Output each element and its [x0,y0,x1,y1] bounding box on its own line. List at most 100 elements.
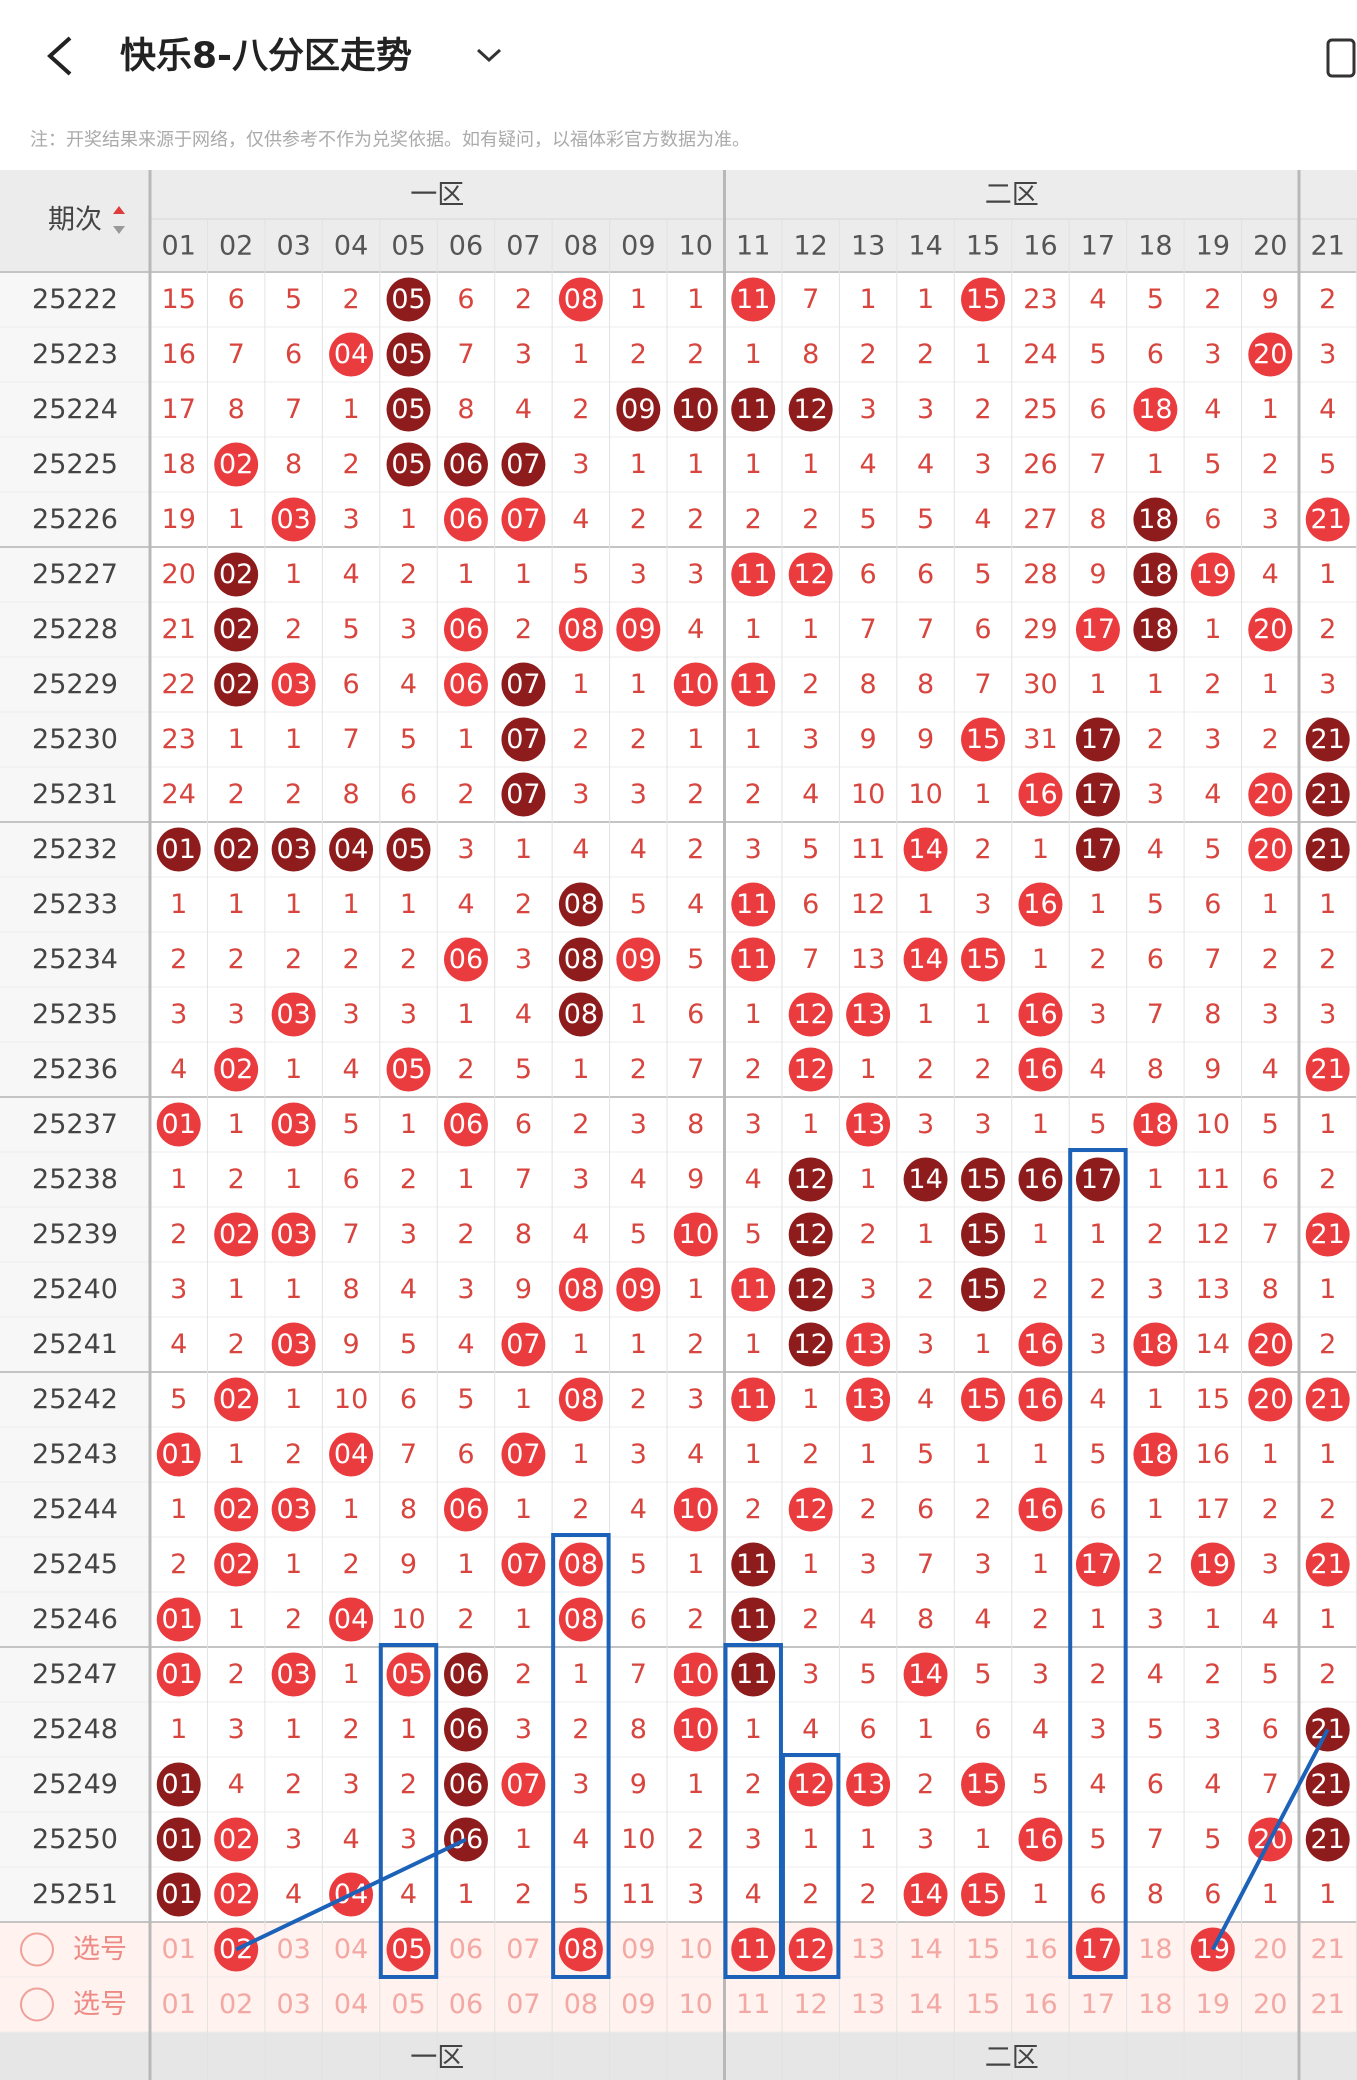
hit-ball [558,1377,603,1422]
miss-count[interactable]: 13 [851,1934,885,1965]
hit-ball-repeat [443,1707,488,1752]
miss-count: 6 [687,999,704,1030]
miss-count[interactable]: 07 [506,1934,540,1965]
miss-count: 8 [1204,999,1221,1030]
miss-count[interactable]: 05 [391,1989,425,2020]
miss-count[interactable]: 08 [564,1989,598,2020]
table-header-bg [0,170,1357,272]
miss-count: 2 [630,1054,647,1085]
miss-count: 7 [802,944,819,975]
period: 25239 [32,1219,118,1250]
miss-count[interactable]: 01 [162,1989,196,2020]
miss-count: 1 [400,504,417,535]
ball-number[interactable]: 05 [391,1934,425,1965]
miss-count[interactable]: 14 [908,1989,942,2020]
miss-count[interactable]: 04 [334,1989,368,2020]
miss-count[interactable]: 11 [736,1989,770,2020]
miss-count[interactable]: 14 [908,1934,942,1965]
back-button[interactable] [47,36,72,76]
miss-count[interactable]: 12 [793,1989,827,2020]
miss-count[interactable]: 03 [276,1989,310,2020]
hit-ball [1133,1102,1178,1147]
miss-count[interactable]: 06 [449,1989,483,2020]
miss-count[interactable]: 17 [1081,1989,1115,2020]
miss-count: 2 [1204,1659,1221,1690]
miss-count: 3 [974,1549,991,1580]
ball-number: 04 [334,834,368,865]
miss-count[interactable]: 02 [219,1989,253,2020]
miss-count[interactable]: 21 [1311,1934,1345,1965]
hit-ball[interactable] [731,1927,776,1972]
ball-number: 16 [1023,889,1057,920]
hit-ball [214,442,259,487]
miss-count: 1 [1147,1494,1164,1525]
miss-count[interactable]: 10 [679,1934,713,1965]
column-label: 12 [793,231,827,262]
ball-number: 20 [1253,779,1287,810]
annotation-line [235,1837,467,1952]
select-radio[interactable] [20,1987,54,2022]
miss-count[interactable]: 06 [449,1934,483,1965]
ball-number[interactable]: 08 [564,1934,598,1965]
ball-number: 09 [621,944,655,975]
ball-number: 13 [851,1329,885,1360]
miss-count: 8 [1147,1879,1164,1910]
miss-count: 3 [342,504,359,535]
hit-ball [1133,1432,1178,1477]
miss-count: 1 [342,889,359,920]
hit-ball [961,1762,1006,1807]
menu-icon[interactable] [1326,38,1356,78]
miss-count[interactable]: 18 [1138,1934,1172,1965]
ball-number: 08 [564,1549,598,1580]
miss-count[interactable]: 09 [621,1989,655,2020]
sort-up[interactable] [113,206,125,214]
miss-count: 31 [1023,724,1057,755]
miss-count[interactable]: 18 [1138,1989,1172,2020]
ball-number[interactable]: 12 [793,1934,827,1965]
miss-count[interactable]: 03 [276,1934,310,1965]
hit-ball[interactable] [214,1927,259,1972]
miss-count[interactable]: 13 [851,1989,885,2020]
hit-ball[interactable] [558,1927,603,1972]
ball-number: 03 [276,1494,310,1525]
ball-number: 17 [1081,779,1115,810]
miss-count: 2 [1204,669,1221,700]
miss-count[interactable]: 07 [506,1989,540,2020]
ball-number[interactable]: 17 [1081,1934,1115,1965]
miss-count: 6 [228,284,245,315]
select-radio[interactable] [20,1932,54,1967]
miss-count: 2 [342,284,359,315]
hit-ball [271,992,316,1037]
dropdown-arrow[interactable] [476,48,502,63]
miss-count[interactable]: 20 [1253,1989,1287,2020]
miss-count: 3 [802,724,819,755]
ball-number: 17 [1081,834,1115,865]
miss-count[interactable]: 20 [1253,1934,1287,1965]
zone-label: 一区 [410,180,464,211]
miss-count[interactable]: 16 [1023,1989,1057,2020]
miss-count: 2 [515,889,532,920]
miss-count[interactable]: 15 [966,1934,1000,1965]
hit-ball[interactable] [788,1927,833,1972]
hit-ball[interactable] [386,1927,431,1972]
column-label: 18 [1138,231,1172,262]
miss-count: 4 [400,1879,417,1910]
miss-count: 1 [687,449,704,480]
miss-count: 1 [515,1824,532,1855]
miss-count: 4 [342,559,359,590]
miss-count: 1 [1204,1604,1221,1635]
ball-number[interactable]: 11 [736,1934,770,1965]
miss-count[interactable]: 09 [621,1934,655,1965]
miss-count[interactable]: 10 [679,1989,713,2020]
miss-count: 1 [400,1714,417,1745]
miss-count[interactable]: 15 [966,1989,1000,2020]
hit-ball-repeat [1075,772,1120,817]
miss-count: 7 [457,339,474,370]
sort-down[interactable] [113,226,125,234]
miss-count[interactable]: 21 [1311,1989,1345,2020]
miss-count[interactable]: 01 [162,1934,196,1965]
miss-count[interactable]: 16 [1023,1934,1057,1965]
hit-ball[interactable] [1075,1927,1120,1972]
miss-count[interactable]: 19 [1196,1989,1230,2020]
miss-count[interactable]: 04 [334,1934,368,1965]
